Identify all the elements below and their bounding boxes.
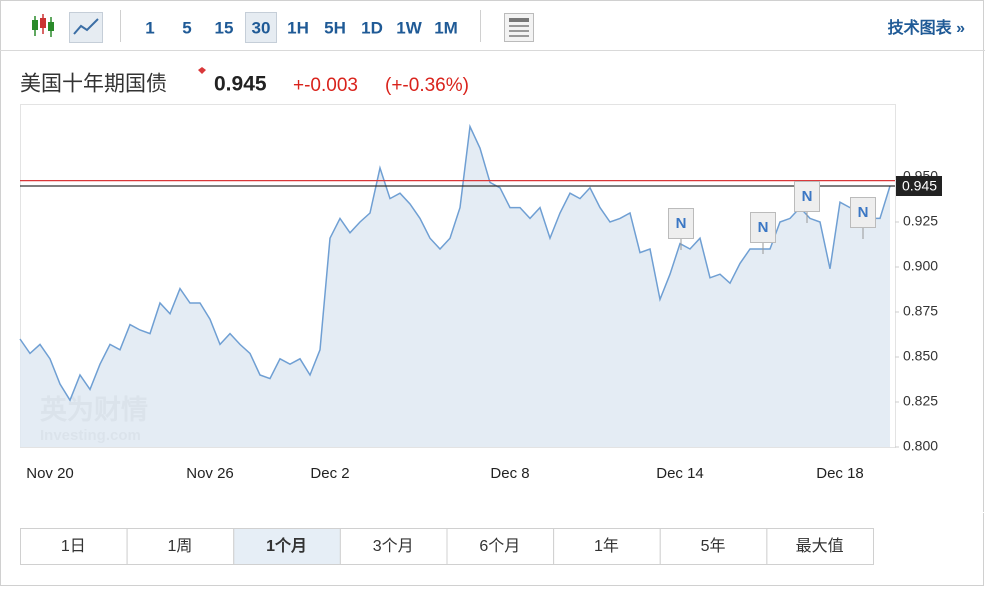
x-tick-label: Dec 18	[816, 465, 864, 482]
x-tick-label: Dec 2	[310, 465, 349, 482]
range-tab-label[interactable]: 3个月	[373, 537, 414, 555]
news-flag[interactable]	[750, 212, 776, 243]
range-tab-label[interactable]: 5年	[701, 537, 726, 555]
change-percent: (+-0.36%)	[385, 75, 469, 96]
news-label[interactable]: N	[758, 219, 769, 236]
news-label[interactable]: N	[802, 188, 813, 205]
y-tick-label: 0.900	[903, 258, 938, 274]
y-tick-label: 0.825	[903, 393, 938, 409]
candle-icon[interactable]	[32, 14, 54, 37]
range-tab-label[interactable]: 1周	[167, 538, 192, 555]
range-tab[interactable]	[20, 528, 128, 565]
range-tab[interactable]	[446, 528, 555, 565]
change: +-0.003	[293, 75, 358, 96]
interval-selected-bg	[245, 12, 277, 43]
interval-button[interactable]: 1W	[396, 18, 422, 37]
interval-button[interactable]: 30	[252, 18, 271, 37]
interval-button[interactable]: 5H	[324, 18, 346, 37]
price: 0.945	[214, 73, 267, 96]
line	[19, 123, 891, 402]
interval-button[interactable]: 1	[145, 18, 154, 37]
interval-button[interactable]: 15	[215, 18, 234, 37]
news-flag[interactable]	[850, 197, 876, 228]
news-flag[interactable]	[794, 181, 820, 212]
interval-button[interactable]: 1D	[361, 18, 383, 37]
alert-icon	[198, 67, 206, 74]
range-tab[interactable]	[553, 528, 661, 565]
x-tick-label: Nov 26	[186, 465, 234, 482]
range-tab-label[interactable]: 1个月	[266, 536, 307, 555]
interval-button[interactable]: 5	[182, 18, 191, 37]
news-flag[interactable]	[668, 208, 694, 239]
x-tick-label: Nov 20	[26, 465, 74, 482]
tech-chart-link[interactable]: 技术图表 »	[888, 18, 965, 37]
range-tab[interactable]	[339, 528, 448, 565]
news-label[interactable]: N	[676, 215, 687, 232]
last-price-label: 0.945	[902, 178, 937, 194]
y-tick-label: 0.850	[903, 348, 938, 364]
interval-button[interactable]: 1M	[434, 18, 458, 37]
range-tab-label[interactable]: 1年	[594, 537, 619, 555]
range-tab[interactable]	[659, 528, 768, 565]
last-price-box	[896, 176, 942, 196]
y-tick-label: 0.875	[903, 303, 938, 319]
range-tab-label[interactable]: 1日	[61, 538, 86, 555]
range-tab-label[interactable]: 6个月	[479, 537, 520, 555]
x-tick-label: Dec 8	[490, 465, 529, 482]
range-tab[interactable]	[766, 528, 874, 565]
x-tick-label: Dec 14	[656, 465, 704, 482]
table-icon[interactable]	[504, 13, 534, 42]
line-chart-icon[interactable]	[69, 12, 103, 43]
y-tick-label: 0.800	[903, 438, 938, 454]
range-tab[interactable]	[233, 528, 341, 565]
range-tab-label[interactable]: 最大值	[796, 537, 844, 555]
instrument-title: 美国十年期国债	[20, 73, 167, 96]
area	[20, 126, 890, 447]
y-tick-label: 0.925	[903, 213, 938, 229]
interval-button[interactable]: 1H	[287, 18, 309, 37]
news-label[interactable]: N	[858, 204, 869, 221]
